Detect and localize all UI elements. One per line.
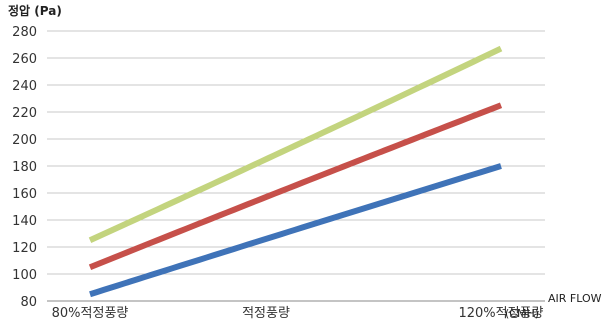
series-line-1 (88, 45, 503, 243)
y-tick-label: 100 (12, 268, 37, 283)
series-line-3 (89, 163, 502, 298)
y-tick-label: 260 (12, 52, 37, 67)
y-tick-label: 200 (12, 133, 37, 148)
y-tick-label: 140 (12, 214, 37, 229)
y-tick-label: 180 (12, 160, 37, 175)
x-tick-label: 120%적정풍량 (458, 306, 543, 321)
x-tick-label: 적정풍량 (242, 306, 290, 321)
x-tick-label: 80%적정풍량 (52, 306, 129, 321)
y-axis-ticks: 80 100 120 140 160 180 200 220 240 260 280 (12, 25, 37, 310)
y-tick-label: 240 (12, 79, 37, 94)
series-line-2 (88, 102, 503, 271)
y-axis-label: 정압 (Pa) (8, 3, 62, 18)
series-lines (88, 45, 503, 298)
x-axis-ticks: 80%적정풍량 적정풍량 120%적정풍량 (52, 306, 544, 321)
x-axis-label: AIR FLOW (548, 292, 602, 305)
gridlines (47, 30, 545, 302)
y-tick-label: 220 (12, 106, 37, 121)
y-tick-label: 80 (20, 295, 37, 310)
y-tick-label: 280 (12, 25, 37, 40)
y-tick-label: 120 (12, 241, 37, 256)
y-tick-label: 160 (12, 187, 37, 202)
x-axis-unit: (CMH) (505, 307, 539, 320)
